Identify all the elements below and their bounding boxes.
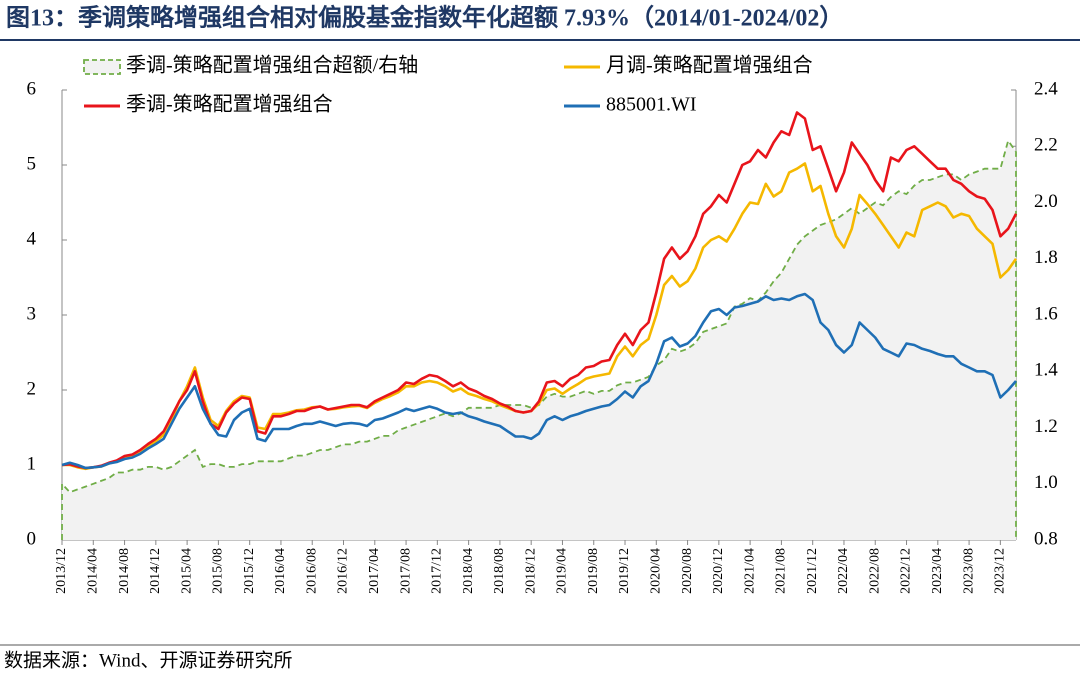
x-tick-label: 2019/12 — [617, 548, 632, 594]
chart-title: 图13：季调策略增强组合相对偏股基金指数年化超额 7.93%（2014/01-2… — [6, 4, 843, 32]
y2-tick-label: 2.2 — [1034, 135, 1058, 156]
x-tick-label: 2021/08 — [774, 548, 789, 594]
x-tick-label: 2016/08 — [304, 548, 319, 594]
y2-tick-label: 0.8 — [1034, 528, 1058, 549]
legend-label: 月调-策略配置增强组合 — [606, 54, 813, 77]
legend-label: 季调-策略配置增强组合 — [126, 93, 333, 116]
x-tick-label: 2017/12 — [430, 548, 445, 594]
x-tick-label: 2018/04 — [461, 548, 476, 594]
x-tick-label: 2019/08 — [586, 548, 601, 594]
y2-tick-label: 1.6 — [1034, 303, 1058, 324]
y-tick-label: 6 — [27, 78, 37, 99]
x-tick-label: 2019/04 — [555, 548, 570, 594]
source: 数据来源：Wind、开源证券研究所 — [4, 649, 292, 671]
y2-tick-label: 1.4 — [1034, 360, 1058, 381]
x-tick-label: 2023/12 — [993, 548, 1008, 594]
legend-label: 季调-策略配置增强组合超额/右轴 — [126, 54, 418, 77]
y2-tick-label: 1.2 — [1034, 416, 1058, 437]
x-tick-label: 2023/04 — [930, 548, 945, 594]
y-tick-label: 4 — [27, 228, 37, 249]
x-tick-label: 2014/12 — [148, 548, 163, 594]
legend-label: 885001.WI — [606, 94, 697, 116]
x-tick-label: 2022/08 — [867, 548, 882, 594]
y-tick-label: 5 — [27, 153, 37, 174]
line — [61, 111, 1018, 470]
x-tick-label: 2016/12 — [336, 548, 351, 594]
y2-tick-label: 1.0 — [1034, 472, 1058, 493]
y-tick-label: 2 — [27, 378, 37, 399]
x-tick-label: 2015/12 — [242, 548, 257, 594]
x-tick-label: 2014/04 — [85, 548, 100, 594]
x-tick-label: 2023/08 — [961, 548, 976, 594]
area — [61, 138, 1017, 540]
x-tick-label: 2017/04 — [367, 548, 382, 594]
y-tick-label: 3 — [27, 303, 37, 324]
x-tick-label: 2020/04 — [649, 548, 664, 594]
x-tick-label: 2021/12 — [805, 548, 820, 594]
x-tick-label: 2015/08 — [211, 548, 226, 594]
x-tick-label: 2016/04 — [273, 548, 288, 594]
x-tick-label: 2022/12 — [899, 548, 914, 594]
x-tick-label: 2014/08 — [117, 548, 132, 594]
y-tick-label: 1 — [27, 453, 37, 474]
x-tick-label: 2018/12 — [523, 548, 538, 594]
x-tick-label: 2020/12 — [711, 548, 726, 594]
y-tick-label: 0 — [27, 528, 37, 549]
x-tick-label: 2013/12 — [54, 548, 69, 594]
x-tick-label: 2020/08 — [680, 548, 695, 594]
line — [61, 292, 1017, 470]
x-tick-label: 2017/08 — [398, 548, 413, 594]
y2-tick-label: 2.0 — [1034, 191, 1058, 212]
x-tick-label: 2022/04 — [836, 548, 851, 594]
x-tick-label: 2021/04 — [742, 548, 757, 594]
y2-tick-label: 2.4 — [1034, 78, 1058, 99]
legend-swatch — [83, 59, 121, 75]
x-tick-label: 2018/08 — [492, 548, 507, 594]
y2-tick-label: 1.8 — [1034, 247, 1058, 268]
x-tick-label: 2015/04 — [179, 548, 194, 594]
